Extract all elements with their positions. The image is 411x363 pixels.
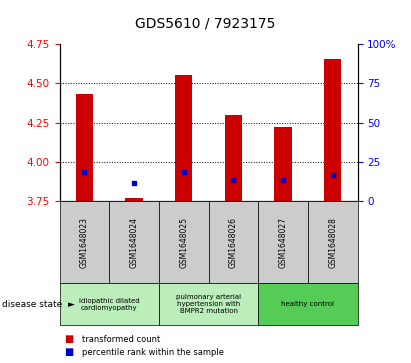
Text: GSM1648024: GSM1648024 [129, 217, 139, 268]
Bar [175, 75, 192, 201]
Bar [225, 115, 242, 201]
Bar [76, 94, 93, 201]
Text: pulmonary arterial
hypertension with
BMPR2 mutation: pulmonary arterial hypertension with BMP… [176, 294, 241, 314]
Text: ■: ■ [64, 334, 73, 344]
Text: GSM1648026: GSM1648026 [229, 217, 238, 268]
Text: disease state  ►: disease state ► [2, 299, 75, 309]
Text: GSM1648023: GSM1648023 [80, 217, 89, 268]
Text: percentile rank within the sample: percentile rank within the sample [82, 348, 224, 356]
Text: GSM1648027: GSM1648027 [279, 217, 288, 268]
Text: transformed count: transformed count [82, 335, 160, 344]
Text: idiopathic dilated
cardiomyopathy: idiopathic dilated cardiomyopathy [79, 298, 140, 310]
Text: GSM1648025: GSM1648025 [179, 217, 188, 268]
Text: ■: ■ [64, 347, 73, 357]
Text: GSM1648028: GSM1648028 [328, 217, 337, 268]
Text: healthy control: healthy control [282, 301, 335, 307]
Bar [324, 59, 342, 201]
Text: GDS5610 / 7923175: GDS5610 / 7923175 [135, 16, 276, 30]
Bar [125, 198, 143, 201]
Bar [275, 127, 292, 201]
